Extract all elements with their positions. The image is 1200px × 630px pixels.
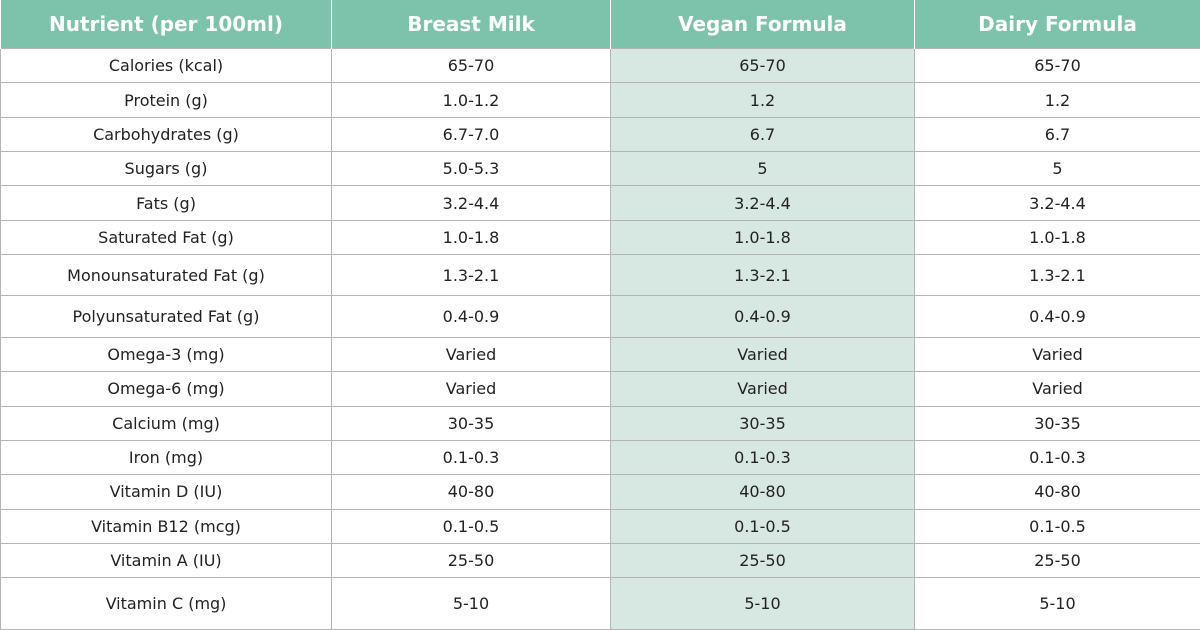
breast-milk-cell: 6.7-7.0: [331, 116, 611, 153]
table-row: Polyunsaturated Fat (g) 0.4-0.9 0.4-0.9 0.4…: [0, 295, 1200, 338]
vegan-formula-cell: Varied: [610, 336, 915, 373]
table-row: Vitamin B12 (mcg) 0.1-0.5 0.1-0.5 0.1-0.5: [0, 508, 1200, 544]
vegan-formula-cell: 65-70: [610, 47, 915, 84]
nutrient-name-cell: Carbohydrates (g): [0, 116, 332, 153]
dairy-formula-cell: 0.1-0.3: [914, 439, 1200, 476]
breast-milk-cell: 40-80: [331, 474, 611, 510]
table-row: Fats (g) 3.2-4.4 3.2-4.4 3.2-4.4: [0, 185, 1200, 221]
nutrient-name-cell: Vitamin D (IU): [0, 474, 332, 510]
nutrient-name-cell: Monounsaturated Fat (g): [0, 254, 332, 297]
dairy-formula-cell: 0.4-0.9: [914, 295, 1200, 338]
breast-milk-cell: 30-35: [331, 405, 611, 441]
nutrient-name-cell: Iron (mg): [0, 439, 332, 476]
table-row: Omega-3 (mg) Varied Varied Varied: [0, 336, 1200, 373]
table-body: Calories (kcal) 65-70 65-70 65-70 Protein (g…: [0, 47, 1200, 630]
vegan-formula-cell: 6.7: [610, 116, 915, 153]
nutrient-name-cell: Omega-6 (mg): [0, 371, 332, 407]
breast-milk-cell: 1.0-1.8: [331, 219, 611, 256]
breast-milk-cell: 5-10: [331, 577, 611, 630]
breast-milk-cell: 3.2-4.4: [331, 185, 611, 221]
table-header: Nutrient (per 100ml) Breast Milk Vegan F…: [0, 0, 1200, 49]
breast-milk-cell: 0.1-0.3: [331, 439, 611, 476]
dairy-formula-cell: 1.0-1.8: [914, 219, 1200, 256]
dairy-formula-cell: Varied: [914, 371, 1200, 407]
dairy-formula-cell: 5: [914, 151, 1200, 187]
dairy-formula-cell: 30-35: [914, 405, 1200, 441]
table-row: Calories (kcal) 65-70 65-70 65-70: [0, 47, 1200, 84]
dairy-formula-cell: 1.2: [914, 82, 1200, 118]
dairy-formula-cell: 40-80: [914, 474, 1200, 510]
vegan-formula-cell: Varied: [610, 371, 915, 407]
breast-milk-cell: 0.4-0.9: [331, 295, 611, 338]
vegan-formula-cell: 5: [610, 151, 915, 187]
breast-milk-cell: 65-70: [331, 47, 611, 84]
dairy-formula-cell: 3.2-4.4: [914, 185, 1200, 221]
header-breast-milk: Breast Milk: [331, 0, 611, 49]
table-row: Calcium (mg) 30-35 30-35 30-35: [0, 405, 1200, 441]
dairy-formula-cell: 0.1-0.5: [914, 508, 1200, 544]
nutrient-name-cell: Sugars (g): [0, 151, 332, 187]
table-row: Monounsaturated Fat (g) 1.3-2.1 1.3-2.1 1.3…: [0, 254, 1200, 297]
table-row: Saturated Fat (g) 1.0-1.8 1.0-1.8 1.0-1.8: [0, 219, 1200, 256]
table-row: Carbohydrates (g) 6.7-7.0 6.7 6.7: [0, 116, 1200, 153]
dairy-formula-cell: Varied: [914, 336, 1200, 373]
vegan-formula-cell: 25-50: [610, 542, 915, 579]
dairy-formula-cell: 1.3-2.1: [914, 254, 1200, 297]
breast-milk-cell: 0.1-0.5: [331, 508, 611, 544]
vegan-formula-cell: 40-80: [610, 474, 915, 510]
dairy-formula-cell: 25-50: [914, 542, 1200, 579]
breast-milk-cell: Varied: [331, 371, 611, 407]
nutrient-name-cell: Omega-3 (mg): [0, 336, 332, 373]
table-row: Vitamin D (IU) 40-80 40-80 40-80: [0, 474, 1200, 510]
nutrient-name-cell: Calories (kcal): [0, 47, 332, 84]
vegan-formula-cell: 1.2: [610, 82, 915, 118]
table-row: Omega-6 (mg) Varied Varied Varied: [0, 371, 1200, 407]
nutrient-name-cell: Protein (g): [0, 82, 332, 118]
table-row: Iron (mg) 0.1-0.3 0.1-0.3 0.1-0.3: [0, 439, 1200, 476]
header-row: Nutrient (per 100ml) Breast Milk Vegan F…: [0, 0, 1200, 49]
nutrient-name-cell: Vitamin A (IU): [0, 542, 332, 579]
table-row: Protein (g) 1.0-1.2 1.2 1.2: [0, 82, 1200, 118]
vegan-formula-cell: 0.1-0.5: [610, 508, 915, 544]
nutrient-name-cell: Fats (g): [0, 185, 332, 221]
nutrient-name-cell: Polyunsaturated Fat (g): [0, 295, 332, 338]
header-vegan-formula: Vegan Formula: [610, 0, 915, 49]
breast-milk-cell: 5.0-5.3: [331, 151, 611, 187]
table-row: Sugars (g) 5.0-5.3 5 5: [0, 151, 1200, 187]
vegan-formula-cell: 0.1-0.3: [610, 439, 915, 476]
dairy-formula-cell: 5-10: [914, 577, 1200, 630]
vegan-formula-cell: 0.4-0.9: [610, 295, 915, 338]
nutrient-name-cell: Saturated Fat (g): [0, 219, 332, 256]
vegan-formula-cell: 1.0-1.8: [610, 219, 915, 256]
table-row: Vitamin C (mg) 5-10 5-10 5-10: [0, 577, 1200, 630]
vegan-formula-cell: 3.2-4.4: [610, 185, 915, 221]
breast-milk-cell: 1.3-2.1: [331, 254, 611, 297]
dairy-formula-cell: 6.7: [914, 116, 1200, 153]
nutrient-name-cell: Calcium (mg): [0, 405, 332, 441]
header-nutrient: Nutrient (per 100ml): [0, 0, 332, 49]
vegan-formula-cell: 30-35: [610, 405, 915, 441]
table-row: Vitamin A (IU) 25-50 25-50 25-50: [0, 542, 1200, 579]
vegan-formula-cell: 1.3-2.1: [610, 254, 915, 297]
dairy-formula-cell: 65-70: [914, 47, 1200, 84]
nutrient-name-cell: Vitamin C (mg): [0, 577, 332, 630]
breast-milk-cell: 25-50: [331, 542, 611, 579]
breast-milk-cell: 1.0-1.2: [331, 82, 611, 118]
breast-milk-cell: Varied: [331, 336, 611, 373]
header-dairy-formula: Dairy Formula: [914, 0, 1200, 49]
vegan-formula-cell: 5-10: [610, 577, 915, 630]
nutrient-name-cell: Vitamin B12 (mcg): [0, 508, 332, 544]
